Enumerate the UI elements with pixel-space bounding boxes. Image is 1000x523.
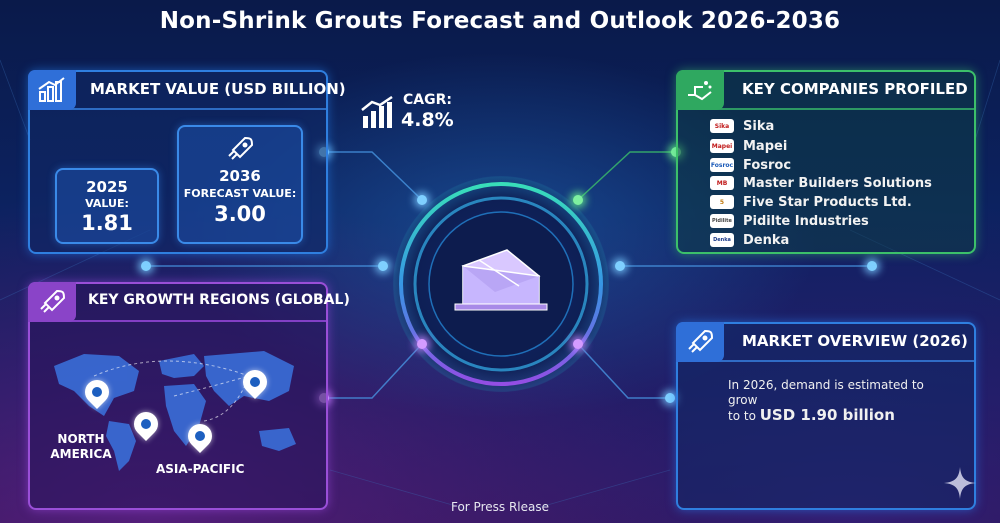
company-logo: Denka <box>710 233 734 247</box>
footer-text: For Press Rlease <box>450 500 549 514</box>
connector-dot <box>573 195 583 205</box>
company-name: Pidilte Industries <box>743 213 869 229</box>
connector-dot <box>615 261 625 271</box>
region-line: NORTH <box>57 432 105 446</box>
overview-prefix: to to <box>728 409 760 423</box>
company-name: Mapei <box>743 138 788 154</box>
growth-chart-icon <box>360 95 396 134</box>
overview-text: In 2026, demand is estimated to grow to … <box>728 378 968 424</box>
value-2025-card: 2025 VALUE: 1.81 <box>55 168 159 244</box>
handshake-icon <box>676 70 724 110</box>
overview-line: grow <box>728 393 758 407</box>
rocket-icon <box>28 282 76 322</box>
company-logo: MB <box>710 176 734 190</box>
connector-dot <box>867 261 877 271</box>
cagr-label: CAGR: <box>403 92 452 108</box>
connector-dot <box>141 261 151 271</box>
year-2025: 2025 <box>86 178 128 196</box>
page-title: Non-Shrink Grouts Forecast and Outlook 2… <box>159 8 841 34</box>
connector-dot <box>417 339 427 349</box>
overview-value: USD 1.90 billion <box>759 406 895 424</box>
company-logo: Sika <box>710 119 734 133</box>
market-overview-panel: MARKET OVERVIEW (2026) In 2026, demand i… <box>676 322 976 510</box>
company-row: MB Master Builders Solutions <box>710 173 932 193</box>
company-logo: Mapei <box>710 139 734 153</box>
company-name: Five Star Products Ltd. <box>743 194 912 210</box>
sparkle-icon <box>943 466 977 504</box>
company-logo: Pidilite <box>710 214 734 228</box>
connector-dot <box>573 339 583 349</box>
value-2025-label: VALUE: <box>85 197 129 210</box>
company-name: Master Builders Solutions <box>743 175 932 191</box>
panel-header: MARKET VALUE (USD BILLION) <box>28 70 346 110</box>
value-2025: 1.81 <box>81 211 133 235</box>
center-hub <box>393 176 609 392</box>
growth-regions-panel: KEY GROWTH REGIONS (GLOBAL) NORTH AMERIC… <box>28 282 350 510</box>
panel-header: KEY COMPANIES PROFILED <box>676 70 974 110</box>
region-label-asia-pacific: ASIA-PACIFIC <box>156 462 245 476</box>
growth-regions-heading: KEY GROWTH REGIONS (GLOBAL) <box>88 292 350 308</box>
value-2036: 3.00 <box>214 202 266 226</box>
panel-header: MARKET OVERVIEW (2026) <box>676 322 974 362</box>
region-line: AMERICA <box>50 447 112 461</box>
bar-chart-icon <box>28 70 76 110</box>
company-name: Sika <box>743 118 775 134</box>
value-2036-card: 2036 FORECAST VALUE: 3.00 <box>177 125 303 244</box>
company-row: 5 Five Star Products Ltd. <box>710 192 912 212</box>
connector-dot <box>665 393 675 403</box>
company-row: Sika Sika <box>710 116 774 136</box>
value-2036-label: FORECAST VALUE: <box>183 187 297 200</box>
company-name: Fosroc <box>743 157 792 173</box>
company-row: Pidilite Pidilte Industries <box>710 211 869 231</box>
company-row: Fosroc Fosroc <box>710 155 791 175</box>
market-overview-heading: MARKET OVERVIEW (2026) <box>742 332 968 350</box>
panel-header: KEY GROWTH REGIONS (GLOBAL) <box>28 282 350 322</box>
year-2036: 2036 <box>219 167 261 185</box>
overview-line: In 2026, demand is estimated to <box>728 378 924 392</box>
company-row: Mapei Mapei <box>710 136 787 156</box>
cagr-value: 4.8% <box>401 109 454 131</box>
market-value-heading: MARKET VALUE (USD BILLION) <box>90 80 346 98</box>
overview-line: to to USD 1.90 billion <box>728 408 968 424</box>
key-companies-heading: KEY COMPANIES PROFILED <box>742 80 968 98</box>
company-row: Denka Denka <box>710 230 789 250</box>
key-companies-panel: KEY COMPANIES PROFILED Sika Sika Mapei M… <box>676 70 976 254</box>
region-label-north-america: NORTH AMERICA <box>46 432 116 462</box>
grout-tray-icon <box>449 238 553 318</box>
company-name: Denka <box>743 232 790 248</box>
rocket-icon <box>179 135 301 167</box>
company-logo: Fosroc <box>710 158 734 172</box>
cagr-block: CAGR: 4.8% <box>360 92 470 134</box>
connector-dot <box>417 195 427 205</box>
connector-dot <box>378 261 388 271</box>
market-value-panel: MARKET VALUE (USD BILLION) 2025 VALUE: 1… <box>28 70 346 254</box>
rocket-icon <box>676 322 724 362</box>
company-logo: 5 <box>710 195 734 209</box>
